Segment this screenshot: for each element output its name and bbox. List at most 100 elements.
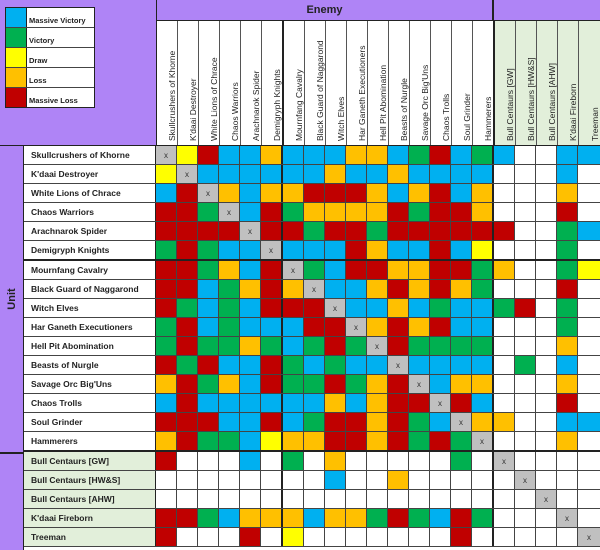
result-cell bbox=[346, 337, 367, 355]
result-cell bbox=[578, 413, 600, 431]
result-cell bbox=[430, 280, 451, 298]
result-cell bbox=[451, 490, 472, 508]
result-cell bbox=[325, 413, 346, 431]
result-cell bbox=[451, 528, 472, 546]
result-cell bbox=[388, 280, 409, 298]
result-cell bbox=[283, 490, 304, 508]
result-cell bbox=[325, 280, 346, 298]
result-cell bbox=[219, 356, 240, 374]
result-cell bbox=[198, 356, 219, 374]
result-cell bbox=[283, 394, 304, 412]
result-cell bbox=[430, 184, 451, 202]
result-cell bbox=[261, 452, 283, 470]
result-cell bbox=[472, 528, 494, 546]
result-cell bbox=[325, 146, 346, 164]
result-cell bbox=[409, 146, 430, 164]
result-cell bbox=[198, 432, 219, 450]
result-cell bbox=[515, 165, 536, 183]
result-cell bbox=[240, 241, 261, 259]
legend-label: Loss bbox=[29, 76, 47, 85]
result-cell bbox=[451, 509, 472, 527]
result-cell bbox=[198, 394, 219, 412]
result-cell bbox=[283, 375, 304, 393]
column-header-label: Hell Pit Abomination bbox=[378, 64, 388, 141]
result-cell bbox=[304, 509, 325, 527]
column-header: Skullcrushers of Khorne bbox=[157, 21, 178, 145]
column-header: Chaos Trolls bbox=[431, 21, 452, 145]
row-header: Arachnarok Spider bbox=[24, 222, 156, 240]
result-cell bbox=[261, 528, 283, 546]
result-cell bbox=[451, 318, 472, 336]
result-cell bbox=[198, 471, 219, 489]
row-header: Savage Orc Big'Uns bbox=[24, 375, 156, 393]
column-header: Savage Orc Big'Uns bbox=[410, 21, 431, 145]
result-cell bbox=[451, 432, 472, 450]
result-cell bbox=[346, 261, 367, 279]
result-cell bbox=[578, 146, 600, 164]
table-row: K'daai Destroyer x bbox=[24, 165, 600, 184]
column-header: Mournfang Cavalry bbox=[284, 21, 305, 145]
result-cell bbox=[325, 452, 346, 470]
result-cell bbox=[240, 432, 261, 450]
result-cell bbox=[536, 165, 557, 183]
result-cell bbox=[346, 509, 367, 527]
result-cell bbox=[177, 241, 198, 259]
result-cell bbox=[198, 375, 219, 393]
result-cell bbox=[557, 490, 578, 508]
result-cell bbox=[494, 203, 515, 221]
table-row: Bull Centaurs [AHW] x bbox=[24, 490, 600, 509]
self-matchup-cell: x bbox=[536, 490, 557, 508]
result-cell bbox=[304, 413, 325, 431]
row-header: K'daai Destroyer bbox=[24, 165, 156, 183]
column-headers: Skullcrushers of Khorne K'daai Destroyer W… bbox=[157, 21, 600, 147]
result-cell bbox=[325, 261, 346, 279]
result-cell bbox=[515, 184, 536, 202]
result-cell bbox=[557, 471, 578, 489]
result-cell bbox=[515, 509, 536, 527]
result-cell bbox=[198, 280, 219, 298]
result-cell bbox=[156, 222, 177, 240]
result-cell bbox=[304, 146, 325, 164]
result-cell bbox=[156, 337, 177, 355]
result-cell bbox=[430, 261, 451, 279]
column-header-label: Black Guard of Naggarond bbox=[315, 40, 325, 141]
result-cell bbox=[451, 375, 472, 393]
result-cell bbox=[430, 222, 451, 240]
matchup-grid: Skullcrushers of Khorne x K'daai Destroyer… bbox=[24, 146, 600, 547]
result-cell bbox=[388, 222, 409, 240]
result-cell bbox=[388, 241, 409, 259]
result-cell bbox=[430, 471, 451, 489]
self-matchup-cell: x bbox=[472, 432, 494, 450]
result-cell bbox=[304, 241, 325, 259]
result-cell bbox=[219, 509, 240, 527]
result-cell bbox=[578, 337, 600, 355]
result-cell bbox=[240, 337, 261, 355]
result-cell bbox=[451, 261, 472, 279]
self-matchup-cell: x bbox=[346, 318, 367, 336]
row-header: Witch Elves bbox=[24, 299, 156, 317]
result-cell bbox=[219, 452, 240, 470]
column-header-label: Bull Centaurs [AHW] bbox=[547, 63, 557, 141]
row-header: Beasts of Nurgle bbox=[24, 356, 156, 374]
table-row: Bull Centaurs [HW&S] x bbox=[24, 471, 600, 490]
result-cell bbox=[261, 261, 283, 279]
result-cell bbox=[325, 490, 346, 508]
result-cell bbox=[409, 413, 430, 431]
result-cell bbox=[578, 394, 600, 412]
result-cell bbox=[177, 432, 198, 450]
result-cell bbox=[198, 490, 219, 508]
result-cell bbox=[304, 318, 325, 336]
result-cell bbox=[515, 146, 536, 164]
self-matchup-cell: x bbox=[304, 280, 325, 298]
result-cell bbox=[536, 528, 557, 546]
column-header-label: K'daai Destroyer bbox=[188, 78, 198, 141]
result-cell bbox=[177, 509, 198, 527]
enemy-header: Enemy bbox=[157, 0, 600, 21]
result-cell bbox=[367, 394, 388, 412]
result-cell bbox=[578, 490, 600, 508]
result-cell bbox=[346, 452, 367, 470]
column-header-label: Treeman bbox=[590, 107, 600, 141]
row-header: White Lions of Chrace bbox=[24, 184, 156, 202]
result-cell bbox=[409, 222, 430, 240]
column-header-label: Hammerers bbox=[483, 96, 493, 141]
